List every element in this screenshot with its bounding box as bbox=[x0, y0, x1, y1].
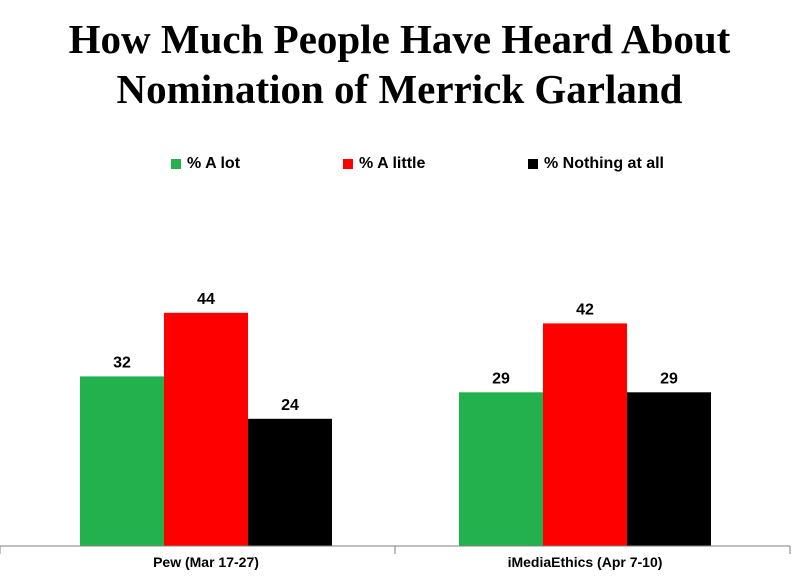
chart-title-line1: How Much People Have Heard About bbox=[68, 16, 731, 62]
data-label-a-lot-2: 29 bbox=[492, 370, 510, 387]
data-label-nothing-at-all-2: 29 bbox=[660, 370, 678, 387]
legend-swatch-nothing-at-all bbox=[528, 159, 538, 169]
data-label-a-little-2: 42 bbox=[576, 301, 594, 318]
data-label-a-lot-1: 32 bbox=[113, 354, 131, 371]
chart-title: How Much People Have Heard About Nominat… bbox=[0, 14, 799, 114]
data-label-a-little-1: 44 bbox=[197, 291, 215, 308]
chart-title-line2: Nomination of Merrick Garland bbox=[116, 66, 683, 112]
bar-nothing-at-all-2 bbox=[627, 392, 711, 546]
bar-a-little-2 bbox=[543, 323, 627, 546]
legend-swatch-a-little bbox=[343, 159, 353, 169]
x-tick-label-2: iMediaEthics (Apr 7-10) bbox=[508, 554, 663, 570]
legend-label-a-little: % A little bbox=[359, 155, 426, 172]
legend-item-a-lot: % A lot bbox=[171, 155, 240, 173]
legend-label-a-lot: % A lot bbox=[187, 155, 241, 172]
bar-nothing-at-all-1 bbox=[248, 418, 332, 546]
bar-a-lot-1 bbox=[80, 376, 164, 546]
legend-label-nothing-at-all: % Nothing at all bbox=[544, 155, 664, 172]
legend-swatch-a-lot bbox=[171, 159, 181, 169]
bar-a-lot-2 bbox=[459, 392, 543, 546]
bar-a-little-1 bbox=[164, 312, 248, 546]
legend-item-a-little: % A little bbox=[343, 155, 425, 173]
data-label-nothing-at-all-1: 24 bbox=[281, 397, 299, 414]
legend-item-nothing-at-all: % Nothing at all bbox=[528, 155, 664, 173]
x-tick-label-1: Pew (Mar 17-27) bbox=[153, 554, 259, 570]
